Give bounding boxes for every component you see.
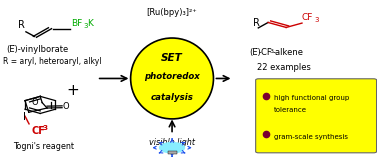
Text: catalysis: catalysis: [150, 93, 194, 102]
Text: tolerance: tolerance: [274, 107, 307, 113]
Ellipse shape: [131, 38, 214, 119]
Text: CF: CF: [302, 13, 313, 22]
Text: 22 examples: 22 examples: [257, 63, 311, 72]
Text: Togni's reagent: Togni's reagent: [13, 142, 74, 151]
Text: O: O: [62, 102, 69, 111]
Text: -alkene: -alkene: [273, 48, 304, 57]
Text: 3: 3: [314, 17, 319, 23]
Text: I: I: [23, 111, 26, 122]
Text: +: +: [66, 83, 79, 98]
Text: BF: BF: [71, 19, 82, 28]
Text: visible light: visible light: [149, 138, 195, 147]
Circle shape: [160, 143, 184, 153]
Text: 3: 3: [43, 125, 48, 131]
Text: SET: SET: [161, 53, 183, 63]
Text: (E̅): (E̅): [249, 48, 261, 57]
Text: 3: 3: [270, 49, 274, 54]
FancyBboxPatch shape: [256, 79, 376, 153]
Text: R = aryl, heteroaryl, alkyl: R = aryl, heteroaryl, alkyl: [3, 57, 101, 66]
Text: photoredox: photoredox: [144, 72, 200, 81]
Text: O: O: [31, 98, 38, 107]
Text: (E̅)-vinylborate: (E̅)-vinylborate: [6, 45, 68, 54]
Text: high functional group: high functional group: [274, 95, 349, 101]
Text: -CF: -CF: [259, 48, 273, 57]
Text: K: K: [87, 19, 93, 28]
FancyBboxPatch shape: [167, 151, 177, 154]
Text: [Ru(bpy)₃]²⁺: [Ru(bpy)₃]²⁺: [147, 8, 197, 17]
Text: 3: 3: [84, 23, 88, 29]
Text: CF: CF: [31, 125, 45, 135]
Text: R: R: [253, 18, 260, 28]
Text: gram-scale synthesis: gram-scale synthesis: [274, 134, 348, 140]
Text: R: R: [18, 20, 25, 30]
